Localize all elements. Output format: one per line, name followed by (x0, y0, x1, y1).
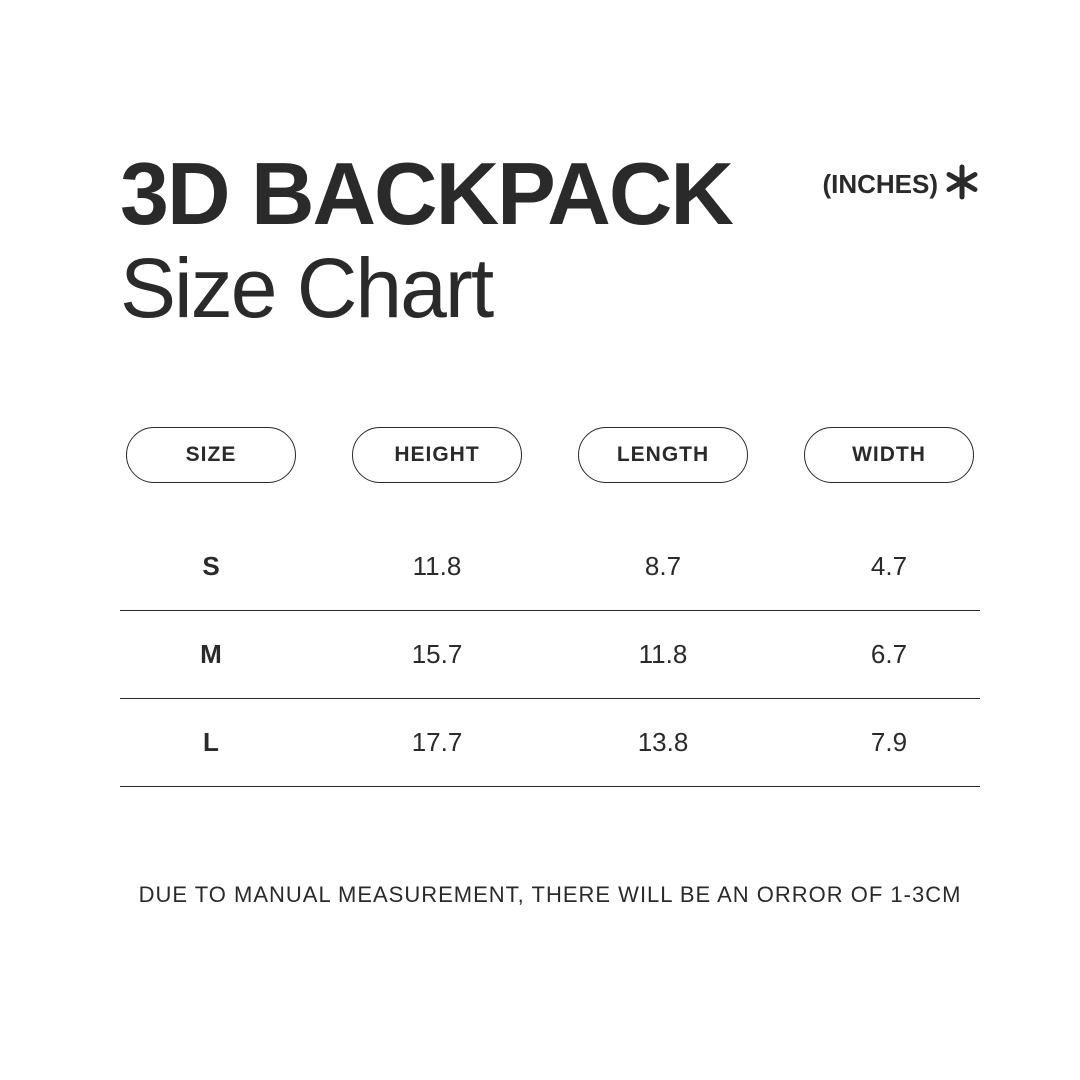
col-header-length: LENGTH (578, 427, 748, 483)
size-table: SIZE HEIGHT LENGTH WIDTH S 11.8 8.7 4.7 … (120, 427, 980, 787)
cell-width: 6.7 (804, 639, 974, 670)
cell-size: M (126, 639, 296, 670)
col-header-height: HEIGHT (352, 427, 522, 483)
table-row: M 15.7 11.8 6.7 (120, 611, 980, 699)
col-header-size: SIZE (126, 427, 296, 483)
table-row: L 17.7 13.8 7.9 (120, 699, 980, 787)
cell-size: S (126, 551, 296, 582)
cell-length: 13.8 (578, 727, 748, 758)
unit-block: (INCHES) (822, 164, 980, 205)
header-row: 3D BACKPACK Size Chart (INCHES) (120, 150, 980, 332)
cell-height: 17.7 (352, 727, 522, 758)
title-block: 3D BACKPACK Size Chart (120, 150, 732, 332)
chart-subtitle: Size Chart (120, 244, 732, 332)
asterisk-icon (944, 164, 980, 205)
cell-height: 15.7 (352, 639, 522, 670)
col-header-width: WIDTH (804, 427, 974, 483)
cell-width: 7.9 (804, 727, 974, 758)
table-row: S 11.8 8.7 4.7 (120, 523, 980, 611)
unit-label: (INCHES) (822, 169, 938, 200)
table-header-row: SIZE HEIGHT LENGTH WIDTH (120, 427, 980, 483)
cell-length: 11.8 (578, 639, 748, 670)
cell-height: 11.8 (352, 551, 522, 582)
product-title: 3D BACKPACK (120, 150, 732, 238)
cell-width: 4.7 (804, 551, 974, 582)
cell-size: L (126, 727, 296, 758)
cell-length: 8.7 (578, 551, 748, 582)
footnote: DUE TO MANUAL MEASUREMENT, THERE WILL BE… (120, 882, 980, 908)
size-chart-page: 3D BACKPACK Size Chart (INCHES) SIZE HEI… (0, 0, 1080, 1080)
